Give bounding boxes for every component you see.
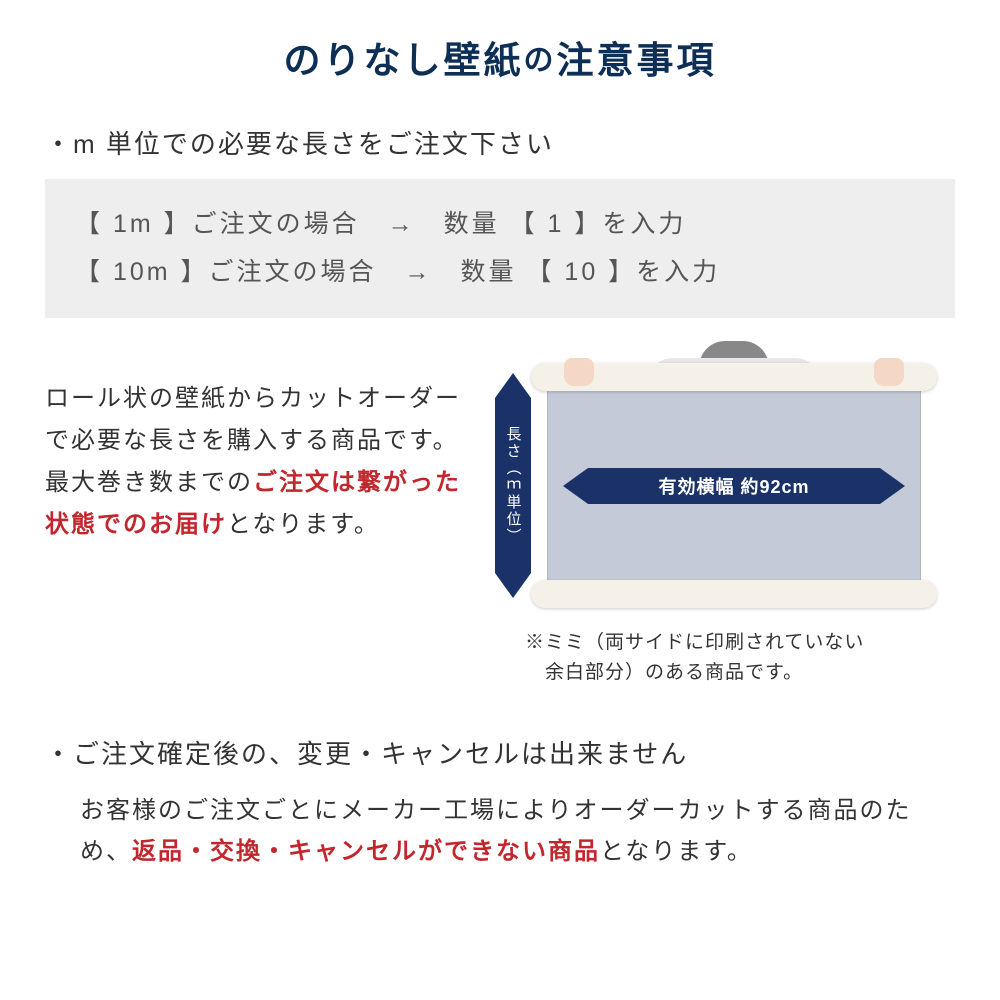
note-line2: 余白部分）のある商品です。: [525, 662, 803, 683]
wallpaper-roll-illustration: 有効横幅 約92cm: [539, 363, 929, 608]
title-part2: 注意事項: [557, 40, 717, 81]
section2-highlight: 返品・交換・キャンセルができない商品: [132, 838, 600, 865]
section2-body: お客様のご注文ごとにメーカー工場によりオーダーカットする商品のため、返品・交換・…: [45, 791, 955, 873]
length-label: 長さ（ｍ単位）: [495, 398, 531, 573]
arrow-up-icon: [495, 373, 531, 398]
hand-left: [564, 358, 594, 386]
arrow-right-icon: [880, 468, 905, 504]
length-arrow-vertical: 長さ（ｍ単位）: [495, 373, 531, 598]
width-label: 有効横幅 約92cm: [588, 468, 880, 504]
arrow-left-icon: [563, 468, 588, 504]
section1-heading: ・m 単位での必要な長さをご注文下さい: [45, 124, 955, 161]
wallpaper-sheet: 有効横幅 約92cm: [547, 377, 921, 594]
example-row-2: 【 10m 】ご注文の場合 → 数量 【 10 】を入力: [75, 249, 925, 297]
roll-bottom: [531, 580, 937, 608]
hand-right: [874, 358, 904, 386]
example-box: 【 1m 】ご注文の場合 → 数量 【 1 】を入力 【 10m 】ご注文の場合…: [45, 179, 955, 318]
section2-heading: ・ご注文確定後の、変更・キャンセルは出来ません: [45, 734, 955, 771]
page-title: のりなし壁紙の注意事項: [45, 30, 955, 84]
body2: となります。: [600, 838, 753, 865]
mid-section: ロール状の壁紙からカットオーダーで必要な長さを購入する商品です。最大巻き数までの…: [45, 353, 955, 608]
diagram-area: 長さ（ｍ単位） 有効横幅 約92cm: [495, 353, 955, 608]
width-arrow-horizontal: 有効横幅 約92cm: [563, 468, 905, 504]
mid-text: ロール状の壁紙からカットオーダーで必要な長さを購入する商品です。最大巻き数までの…: [45, 353, 480, 608]
note-line1: ※ミミ（両サイドに印刷されていない: [525, 632, 864, 653]
example-row-1: 【 1m 】ご注文の場合 → 数量 【 1 】を入力: [75, 201, 925, 249]
mimi-note: ※ミミ（両サイドに印刷されていない 余白部分）のある商品です。: [525, 628, 955, 689]
arrow-down-icon: [495, 573, 531, 598]
title-no: の: [524, 44, 557, 77]
mid-line2: となります。: [227, 511, 380, 538]
title-part1: のりなし壁紙: [284, 40, 524, 81]
